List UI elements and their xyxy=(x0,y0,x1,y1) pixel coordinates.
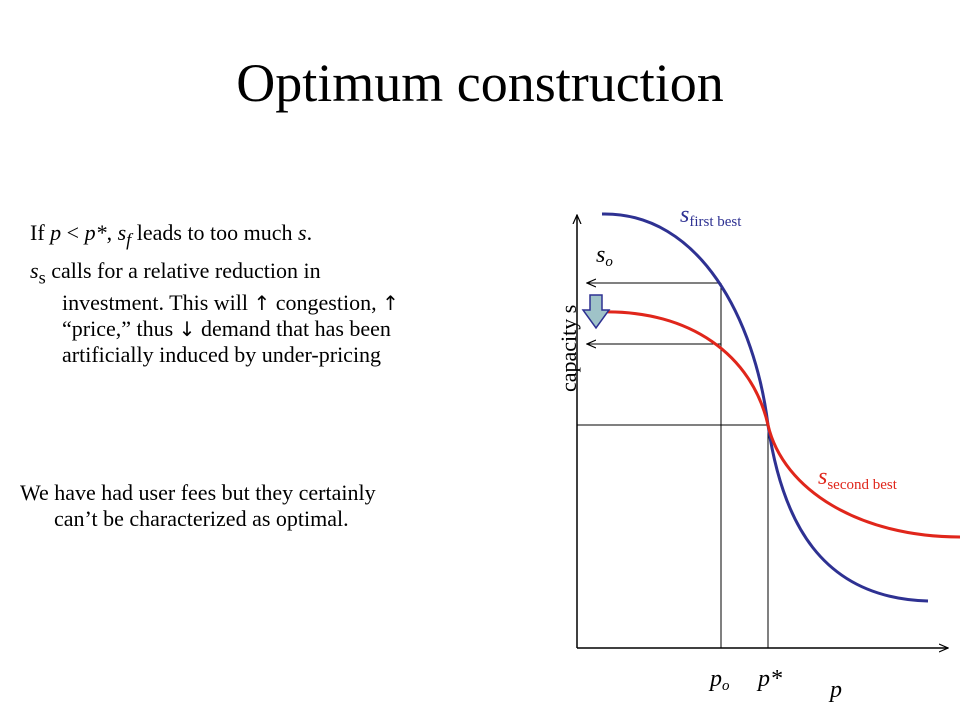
label-s-o: so xyxy=(596,242,613,270)
down-arrow-icon: ↓ xyxy=(178,317,196,342)
label-s-second-best: ssecond best xyxy=(818,464,898,493)
x-axis-label: p xyxy=(828,677,842,703)
slide-title: Optimum construction xyxy=(236,53,724,113)
label-s-first-best: sfirst best xyxy=(680,202,742,230)
up-arrow-icon: ↑ xyxy=(253,291,271,316)
label-p-star: p* xyxy=(756,666,782,692)
curve-first-best xyxy=(601,212,929,603)
paragraph-user-fees: We have had user fees but they certainly… xyxy=(20,480,376,531)
reduction-down-arrow-icon xyxy=(581,294,611,330)
y-axis-label: capacity s xyxy=(556,305,581,392)
up-arrow-icon: ↑ xyxy=(382,291,399,316)
paragraph-relative-reduction: ss calls for a relative reduction in inve… xyxy=(30,258,399,368)
paragraph-too-much-s: If p < p*, sf leads to too much s. xyxy=(30,220,313,250)
label-p-o: po xyxy=(708,666,730,694)
curve-second-best xyxy=(601,310,960,539)
